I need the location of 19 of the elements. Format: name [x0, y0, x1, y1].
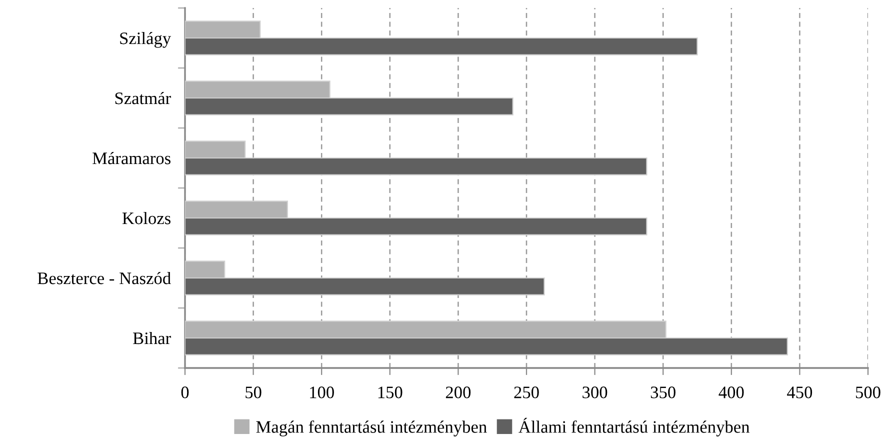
x-tick-label: 150: [378, 386, 402, 398]
y-tick-label: Kolozs: [122, 212, 170, 224]
x-tick-label: 200: [446, 386, 471, 398]
x-tick-label: 300: [582, 386, 608, 398]
x-tick-label: 500: [856, 386, 880, 398]
legend-label: Magán fenntartású intézményben: [256, 420, 487, 436]
x-tick-label: 400: [718, 386, 744, 398]
y-tick-label: Máramaros: [92, 152, 170, 164]
y-tick-label: Szatmár: [115, 92, 171, 104]
x-tick-label: 0: [181, 386, 189, 398]
x-tick-label: 50: [246, 386, 262, 398]
x-tick-label: 450: [787, 386, 812, 398]
x-tick-label: 100: [310, 386, 334, 398]
y-tick-label: Szilágy: [120, 32, 172, 48]
y-tick-label: Beszterce - Naszód: [38, 272, 171, 284]
x-tick-label: 350: [650, 386, 676, 398]
y-tick-label: Bihar: [133, 332, 171, 344]
x-tick-label: 250: [514, 386, 539, 398]
legend-label: Állami fenntartású intézményben: [518, 418, 750, 436]
